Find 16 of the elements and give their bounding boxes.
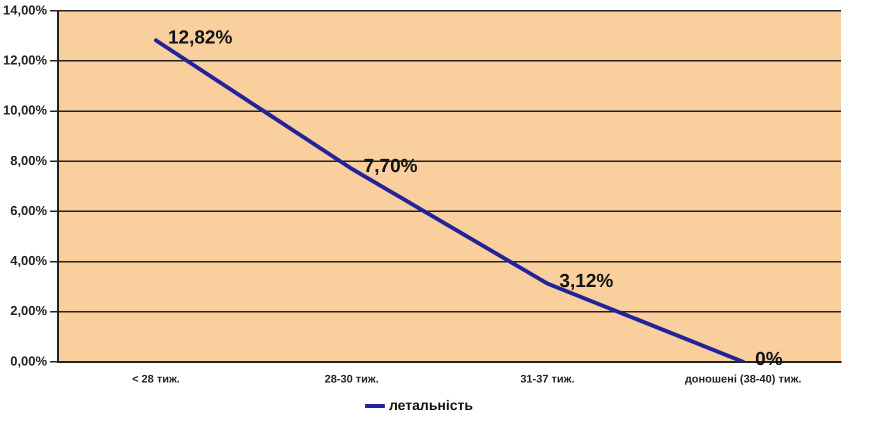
y-tick-label: 6,00% — [10, 202, 48, 218]
y-tick-label: 0,00% — [10, 353, 48, 368]
y-tick-label: 12,00% — [2, 52, 48, 68]
y-tick-label: 10,00% — [2, 102, 48, 118]
legend-label: летальність — [388, 396, 474, 413]
y-tick-label: 14,00% — [2, 2, 48, 18]
x-tick-label: доношені (38-40) тиж. — [684, 373, 802, 386]
data-label: 3,12% — [559, 270, 614, 292]
y-tick-label: 2,00% — [10, 303, 48, 318]
data-label: 12,82% — [168, 28, 232, 49]
data-label: 7,70% — [364, 156, 418, 177]
y-tick-label: 4,00% — [10, 253, 48, 268]
x-tick-label: < 28 тиж. — [132, 373, 180, 386]
x-tick-label: 28-30 тиж. — [324, 373, 379, 386]
y-tick-label: 8,00% — [10, 152, 48, 168]
x-tick-label: 31-37 тиж. — [520, 373, 575, 386]
